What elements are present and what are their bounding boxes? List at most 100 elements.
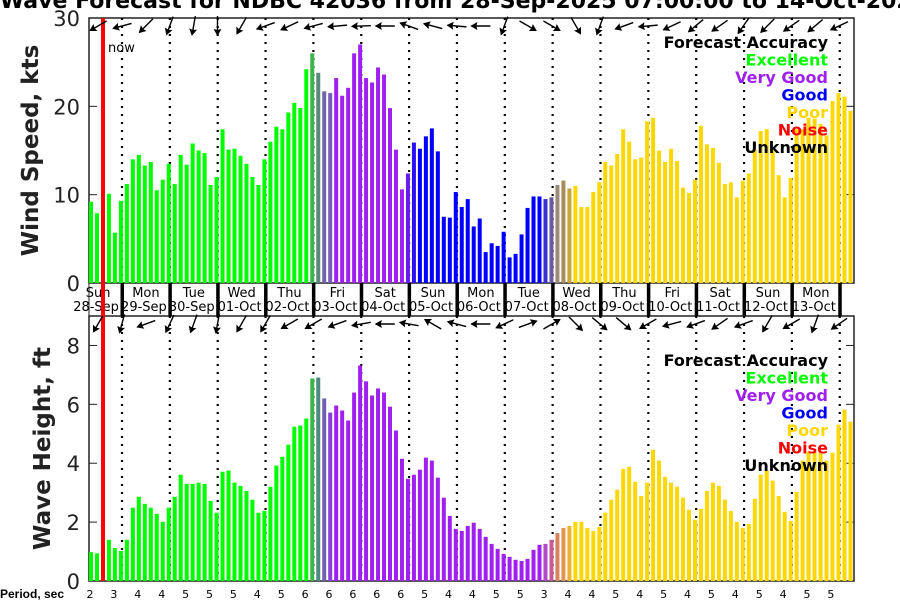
arrow-head	[528, 24, 537, 31]
direction-arrow-icon	[614, 21, 634, 31]
y-tick-label: 0	[67, 570, 80, 594]
wind-bar	[459, 207, 464, 283]
wave-bar	[148, 507, 153, 581]
wave-bar	[776, 495, 781, 581]
arrow-head	[374, 22, 382, 30]
legend-item: Noise	[778, 121, 828, 140]
day-date: 29-Sep	[121, 300, 167, 315]
wave-bar	[800, 460, 805, 581]
wind-bar	[800, 129, 805, 283]
wind-bar	[411, 142, 416, 283]
arrow-head	[782, 24, 791, 32]
day-date: 03-Oct	[313, 300, 357, 315]
wind-bar	[148, 161, 153, 283]
wind-bar	[352, 53, 357, 284]
period-value: 6	[397, 588, 404, 600]
wind-bar	[507, 257, 512, 283]
wind-bar	[382, 74, 387, 284]
wave-bar	[770, 480, 775, 581]
period-value: 5	[517, 588, 524, 600]
direction-arrow-icon	[236, 16, 248, 35]
wave-bar	[382, 392, 387, 581]
wave-bar	[160, 521, 165, 581]
wind-bar	[788, 177, 793, 283]
direction-arrow-icon	[807, 19, 824, 33]
y-tick-label: 2	[67, 511, 80, 535]
direction-arrow-icon	[351, 320, 371, 329]
wind-bar	[358, 44, 363, 283]
period-value: 3	[110, 588, 117, 600]
wave-bar	[818, 452, 823, 581]
wind-bar	[160, 179, 165, 283]
wind-bar	[471, 226, 476, 283]
arrow-head	[327, 22, 335, 31]
wave-bar	[220, 471, 225, 581]
wind-bar	[340, 95, 345, 283]
wind-bar	[495, 245, 500, 283]
day-separator	[359, 283, 364, 316]
wave-bar	[698, 508, 703, 581]
arrow-head	[213, 29, 222, 36]
period-value: 4	[732, 588, 739, 600]
wave-bar	[364, 381, 369, 581]
wind-bar	[124, 184, 129, 283]
wave-bar	[567, 525, 572, 581]
direction-arrow-icon	[327, 22, 348, 31]
direction-arrow-icon	[543, 318, 561, 330]
arrow-head	[280, 322, 289, 329]
direction-arrow-icon	[189, 16, 198, 36]
day-separator	[407, 283, 412, 316]
day-date: 08-Oct	[553, 300, 597, 315]
wind-bar	[758, 131, 763, 283]
wind-bar	[399, 189, 404, 283]
day-date: 07-Oct	[505, 300, 549, 315]
arrow-head	[807, 24, 816, 33]
y-axis-label: Wave Height, ft	[30, 347, 56, 550]
wave-bar	[399, 458, 404, 581]
direction-arrow-icon	[810, 314, 820, 334]
wave-bar	[704, 490, 709, 581]
period-value: 5	[756, 588, 763, 600]
day-date: 06-Oct	[457, 300, 501, 315]
direction-arrow-icon	[164, 314, 175, 334]
wave-bar	[280, 456, 285, 581]
direction-arrow-icon	[519, 20, 537, 32]
period-value: 6	[373, 588, 380, 600]
wave-bar	[758, 474, 763, 581]
wave-bar	[459, 530, 464, 581]
direction-arrow-icon	[782, 318, 801, 330]
wave-bar	[573, 521, 578, 581]
wave-bar	[716, 485, 721, 581]
wind-bar	[615, 154, 620, 283]
period-value: 5	[206, 588, 213, 600]
wind-bar	[531, 196, 536, 283]
arrow-head	[327, 321, 336, 329]
wind-bar	[591, 192, 596, 283]
wave-bar	[142, 503, 147, 581]
now-marker-line	[101, 18, 105, 283]
wave-bar	[346, 420, 351, 581]
wave-bar	[525, 558, 530, 581]
wind-bar	[328, 93, 333, 283]
day-separator	[790, 283, 794, 316]
wave-bar	[453, 528, 458, 581]
wave-bar	[501, 553, 506, 581]
wind-bar	[585, 207, 590, 283]
wind-bar	[208, 184, 213, 283]
wave-bar	[316, 377, 321, 581]
direction-arrow-icon	[164, 16, 174, 36]
period-value: 3	[541, 588, 548, 600]
wind-bar	[687, 192, 691, 283]
day-of-week: Thu	[611, 286, 636, 301]
day-separator	[264, 283, 268, 316]
arrow-head	[529, 319, 538, 327]
wave-bar	[118, 550, 123, 581]
wind-bar	[405, 173, 410, 283]
day-of-week: Sat	[375, 286, 396, 301]
wave-bar	[615, 489, 620, 581]
wind-bar	[764, 129, 769, 283]
wind-bar	[388, 108, 392, 283]
wave-panel: 0 2 4 6 8 Wave Height, ft Forecast AccuracyExc…	[30, 314, 855, 594]
direction-arrow-icon	[280, 21, 299, 31]
wind-bar	[710, 147, 715, 283]
